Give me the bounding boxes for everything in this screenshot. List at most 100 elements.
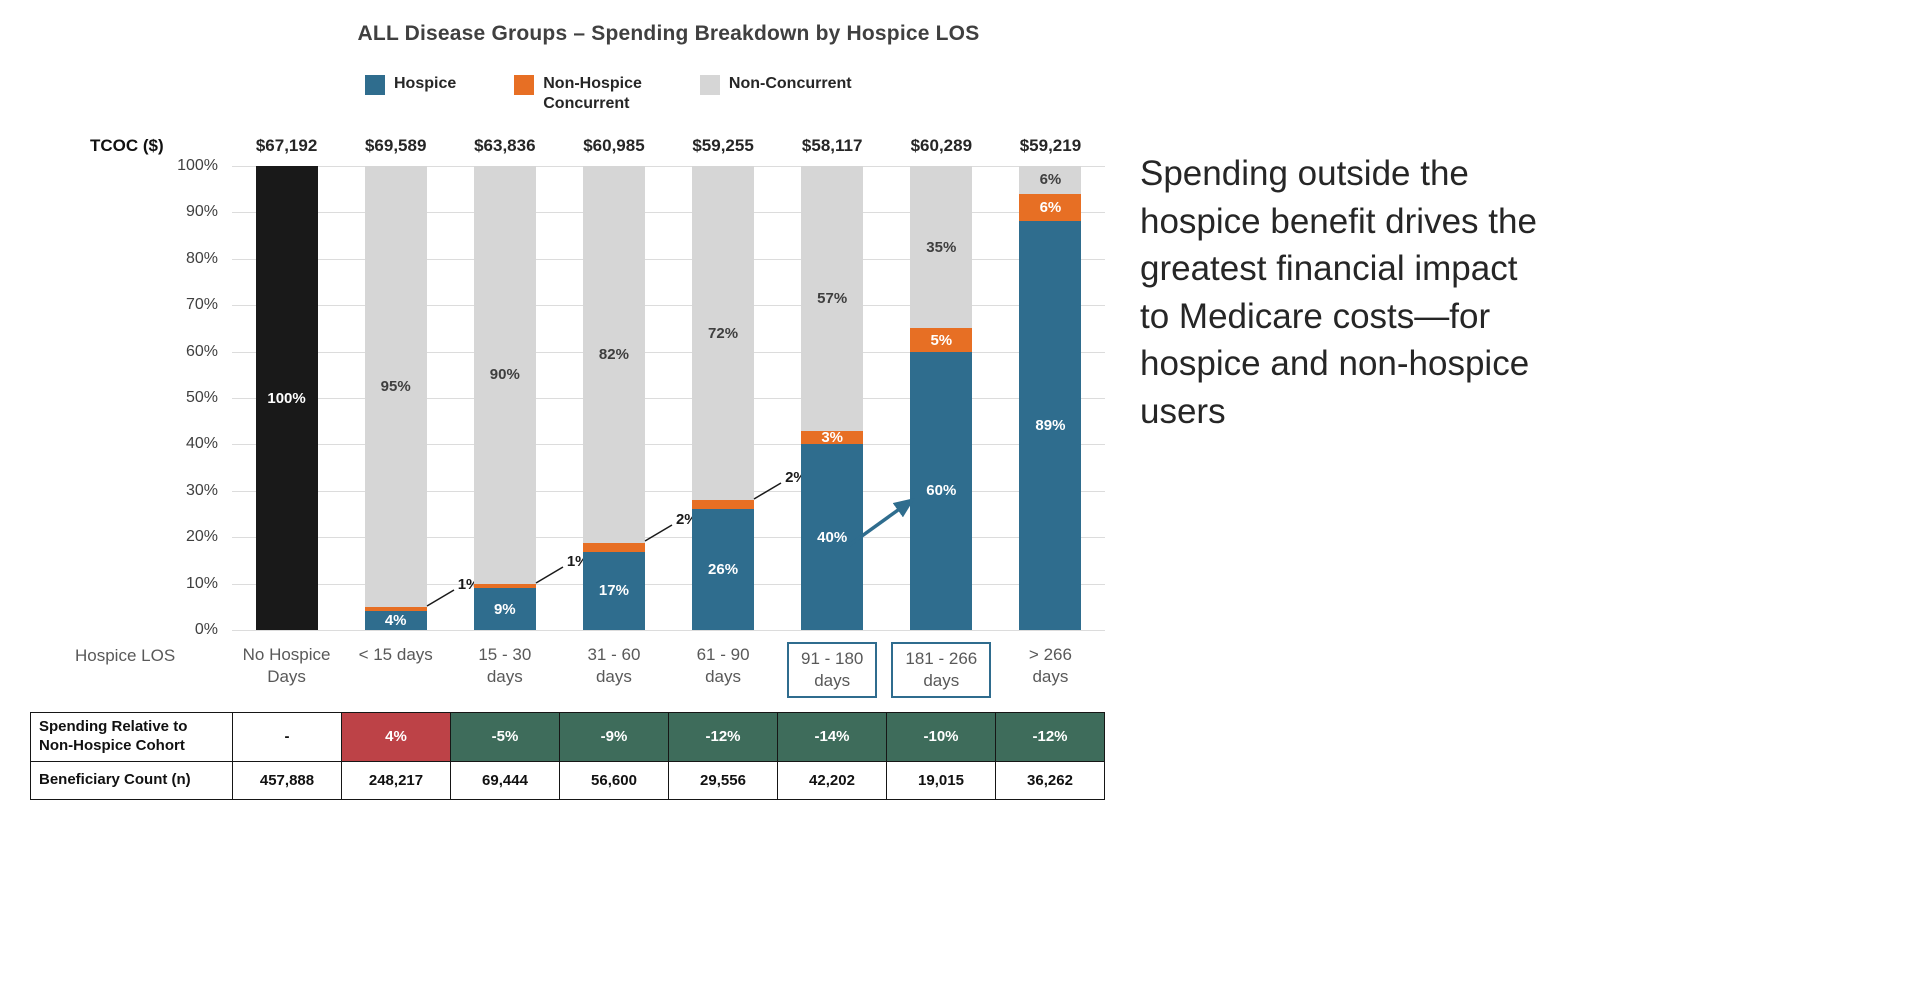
segment-label: 90% — [489, 366, 520, 384]
segment-label: 72% — [708, 324, 739, 342]
table-cell: 29,556 — [669, 761, 778, 800]
stacked-bar: 95% 4% — [364, 166, 427, 630]
gridline — [232, 444, 1105, 446]
table-row-label: Spending Relative to Non-Hospice Cohort — [31, 713, 233, 762]
x-category-label: 91 - 180 days — [786, 642, 878, 699]
table-cell: -9% — [560, 713, 669, 762]
segment-label: 57% — [817, 289, 848, 307]
bar-segment — [582, 542, 645, 552]
table-cell: -14% — [778, 713, 887, 762]
tcoc-value-3: $60,985 — [583, 136, 645, 155]
gridline — [232, 351, 1105, 353]
table-cell: -10% — [887, 713, 996, 762]
bar-segment: 72% — [692, 166, 755, 501]
table-cell: - — [233, 713, 342, 762]
gridline — [232, 258, 1105, 260]
gridlines — [232, 166, 1105, 631]
segment-label: 60% — [926, 482, 957, 500]
bar-column-6: 35% 5% 60% — [887, 166, 996, 630]
bar-segment: 4% — [364, 611, 427, 630]
segment-label: 6% — [1039, 171, 1062, 189]
tcoc-value-4: $59,255 — [692, 136, 754, 155]
stacked-bar: 82% 17% — [582, 166, 645, 630]
segment-label: 95% — [380, 377, 411, 395]
tcoc-value-0: $67,192 — [255, 136, 318, 155]
stacked-bar: 57% 3% 40% — [801, 166, 864, 630]
tcoc-value-7: $59,219 — [1019, 136, 1082, 155]
segment-label: 6% — [1039, 198, 1062, 216]
segment-label: 35% — [926, 238, 957, 256]
table-row-label: Beneficiary Count (n) — [31, 761, 233, 800]
legend-swatch-icon — [699, 75, 720, 95]
stacked-bar: 6% 6% 89% — [1019, 166, 1082, 630]
legend-swatch-icon — [514, 75, 535, 95]
bar-column-2: 90% 9% 1% — [450, 166, 589, 630]
segment-label: 3% — [821, 428, 844, 446]
x-category-cell-7: > 266 days — [996, 642, 1105, 690]
bar-column-5: 57% 3% 40% — [778, 166, 887, 630]
x-category-label: 31 - 60 days — [587, 645, 641, 687]
x-category-cell-3: 31 - 60 days — [559, 642, 668, 690]
y-tick-label: 50% — [185, 389, 218, 406]
leader-line — [535, 565, 564, 584]
gridline — [232, 166, 1105, 167]
gridline — [232, 212, 1105, 214]
legend: Hospice Non-Hospice Concurrent Non-Concurr… — [365, 74, 1105, 114]
table-cell: 36,262 — [996, 761, 1105, 800]
bar-segment: 82% — [582, 166, 645, 543]
table-cell: 19,015 — [887, 761, 996, 800]
leader-line — [426, 589, 455, 607]
y-tick-label: 60% — [185, 342, 218, 360]
bar-column-4: 72% 26% 2% — [669, 166, 807, 630]
legend-swatch-icon — [365, 75, 385, 95]
legend-item-label: Non-Concurrent — [728, 75, 852, 92]
bar-segment: 57% — [801, 166, 864, 431]
x-category-label: > 266 days — [1028, 645, 1072, 687]
bar-segment: 5% — [910, 328, 973, 352]
tcoc-axis-label: TCOC ($) — [90, 136, 164, 155]
bars: 100% 95% 4% 1% 90% 9% 1% 82% 17% 2% 72% 26% 2% 57% 3% 4… — [232, 166, 1105, 630]
y-tick-label: 90% — [185, 203, 218, 221]
bar-segment: 9% — [473, 588, 536, 630]
bar-column-3: 82% 17% 2% — [559, 166, 698, 630]
segment-label: 40% — [817, 528, 848, 546]
table-cell: -5% — [451, 713, 560, 762]
x-category-cell-2: 15 - 30 days — [450, 642, 559, 690]
bar-segment: 35% — [910, 166, 973, 329]
table-cell: 56,600 — [560, 761, 669, 800]
bar-segment: 26% — [692, 509, 755, 630]
table-cell: 42,202 — [778, 761, 887, 800]
bar-column-0: 100% — [232, 166, 341, 630]
legend-item-0: Hospice — [365, 74, 456, 114]
table-cell: 457,888 — [233, 761, 342, 800]
legend-item-1: Non-Hospice Concurrent — [514, 74, 642, 114]
segment-label: 82% — [598, 345, 629, 363]
bar-segment: 6% — [1019, 166, 1082, 194]
segment-label: 4% — [384, 612, 407, 630]
segment-label: 9% — [493, 600, 516, 618]
bar-segment: 3% — [801, 428, 864, 446]
gridline — [232, 490, 1105, 492]
leader-line — [644, 524, 673, 542]
tcoc-value-5: $58,117 — [801, 136, 863, 155]
gridline — [232, 305, 1105, 307]
x-category-cell-6: 181 - 266 days — [887, 642, 996, 699]
plot-area: 100% 90% 80% 70% 60% 50% 40% 30% 20% 10% 0% 100% 95… — [30, 157, 1105, 638]
takeaway-text: Spending outside the hospice benefit dri… — [1140, 154, 1537, 431]
y-tick-label: 20% — [185, 528, 218, 546]
gridline — [232, 583, 1105, 585]
x-category-cell-4: 61 - 90 days — [669, 642, 778, 690]
y-tick-label: 70% — [185, 296, 218, 314]
gridline — [232, 398, 1105, 399]
increase-arrow — [846, 497, 915, 548]
chart-title: ALL Disease Groups – Spending Breakdown … — [357, 22, 980, 45]
bar-segment: 40% — [801, 444, 864, 630]
bar-segment: 6% — [1019, 193, 1082, 222]
segment-label: 89% — [1035, 417, 1066, 435]
bar-column-7: 6% 6% 89% — [996, 166, 1105, 630]
legend-item-label: Non-Hospice Concurrent — [543, 75, 642, 112]
stacked-bar: 35% 5% 60% — [910, 166, 973, 630]
x-category-label: < 15 days — [358, 645, 433, 664]
table-cell: 248,217 — [342, 761, 451, 800]
legend-item-2: Non-Concurrent — [699, 74, 852, 114]
